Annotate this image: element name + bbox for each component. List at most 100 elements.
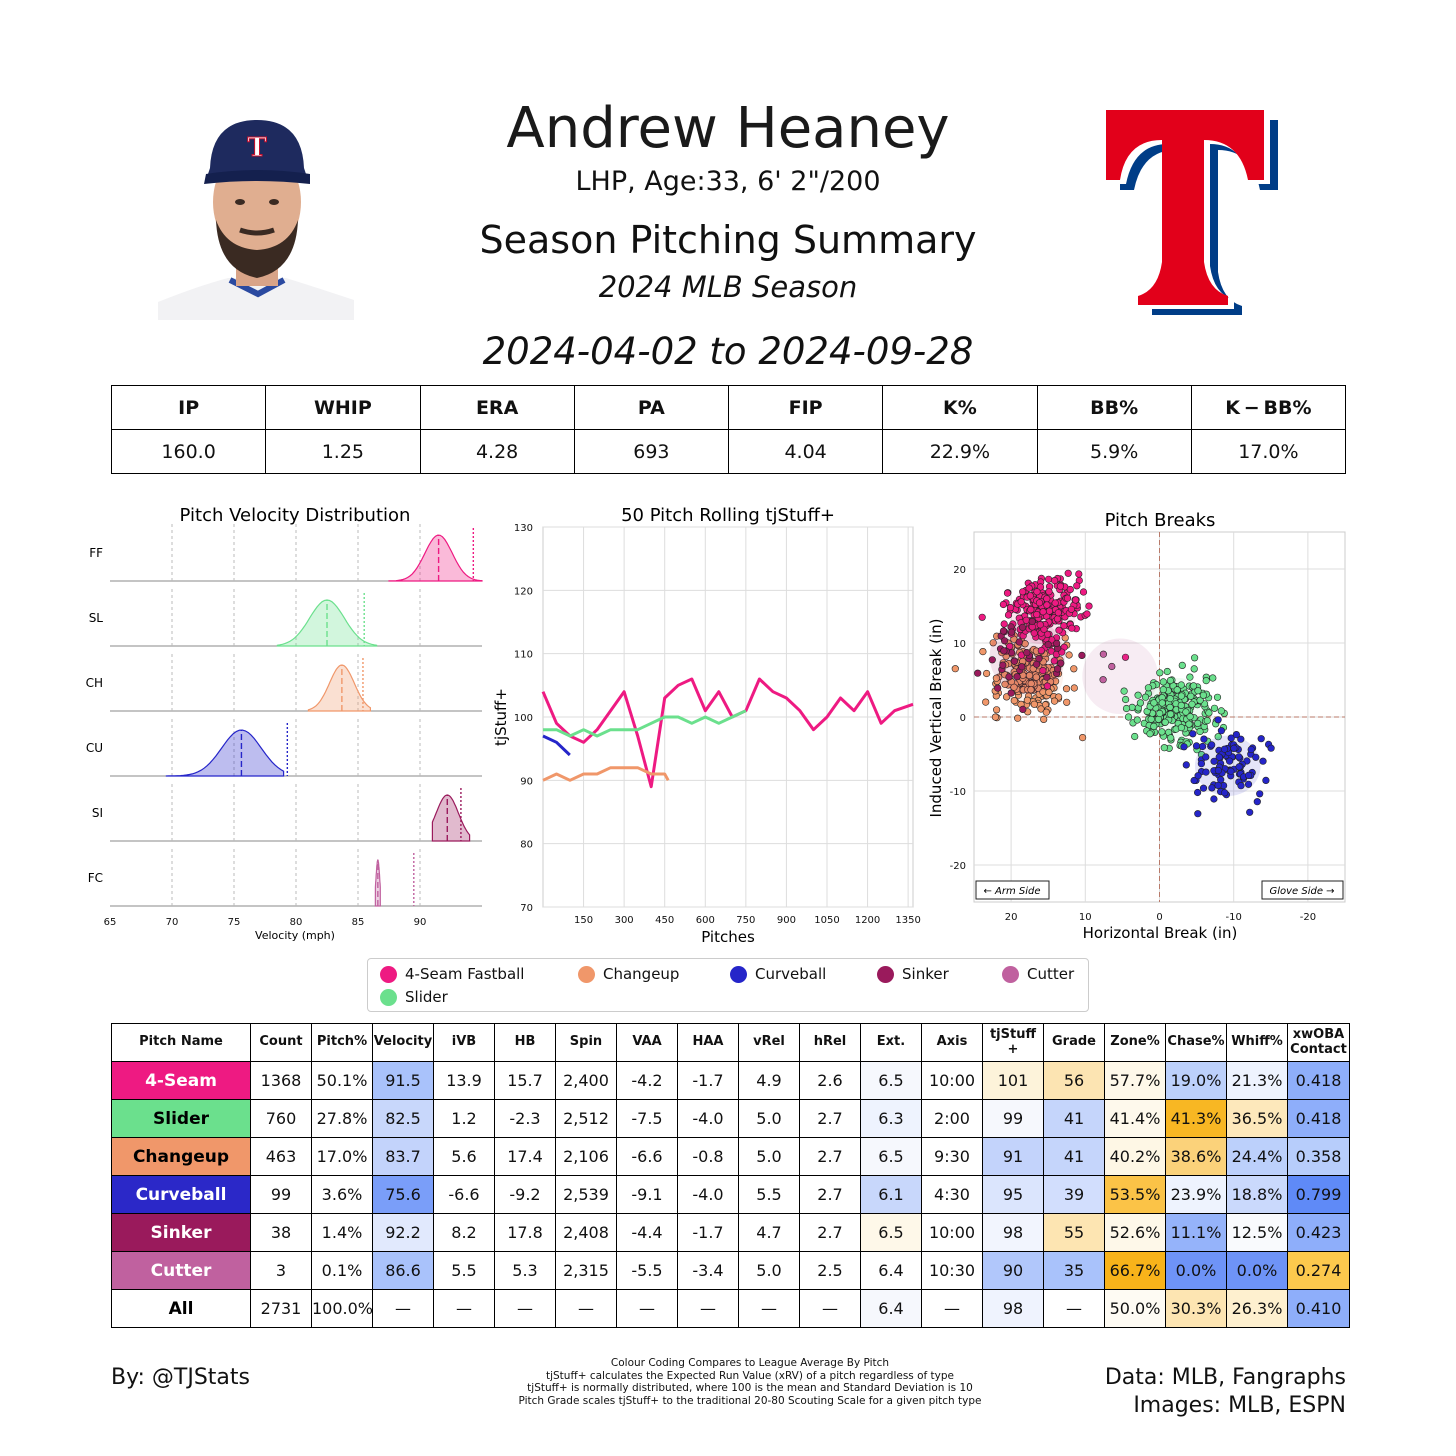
metric-cell: 2.7: [799, 1175, 861, 1214]
break-point: [1150, 722, 1158, 730]
break-point: [1033, 588, 1041, 596]
series-line: [543, 709, 747, 738]
series-line: [542, 766, 670, 782]
pitch-row: Sinker 38 1.4% 92.2 8.2 17.8 2,408 -4.4 -1.7 4.7 2…: [111, 1213, 1350, 1252]
break-point: [1000, 637, 1009, 645]
break-point: [1036, 621, 1044, 629]
break-point: [992, 674, 1000, 682]
break-point: [1244, 780, 1253, 788]
break-point: [1120, 687, 1128, 695]
break-point: [1017, 598, 1025, 606]
break-point: [1185, 720, 1193, 728]
break-point: [1036, 583, 1045, 591]
break-point: [1208, 784, 1216, 792]
metric-cell: 0.418: [1287, 1061, 1350, 1100]
y-tick-label: 70: [520, 903, 533, 914]
metric-cell: 0.0%: [1226, 1251, 1288, 1290]
legend-label: Curveball: [755, 965, 827, 983]
metric-cell: 760: [250, 1099, 312, 1138]
metric-cell: —: [799, 1289, 861, 1328]
break-point: [1027, 686, 1035, 694]
metric-cell: -4.4: [616, 1213, 678, 1252]
metric-cell: 17.4: [494, 1137, 556, 1176]
panel-label: SI: [92, 806, 103, 820]
metric-cell: 2,512: [555, 1099, 617, 1138]
x-tick-label: 300: [615, 915, 634, 926]
metric-cell: 5.0: [738, 1099, 800, 1138]
stat-header: WHIP: [265, 385, 421, 430]
break-point: [1202, 753, 1210, 761]
y-tick-label: -20: [950, 861, 966, 872]
metric-cell: 17.8: [494, 1213, 556, 1252]
break-point: [1018, 623, 1027, 631]
metric-cell: 5.5: [738, 1175, 800, 1214]
break-point: [1013, 673, 1021, 681]
metric-cell: -4.0: [677, 1099, 739, 1138]
legend-marker: [578, 965, 595, 983]
metric-cell: 0.410: [1287, 1289, 1350, 1328]
arm-side-label: ← Arm Side: [983, 886, 1040, 897]
break-point: [1023, 696, 1031, 704]
break-point: [1227, 734, 1235, 742]
break-point: [1141, 693, 1150, 701]
break-point: [1230, 744, 1238, 752]
metric-cell: 13.9: [433, 1061, 495, 1100]
metric-cell: 41: [1043, 1137, 1105, 1176]
footnote-line: Colour Coding Compares to League Average…: [610, 1357, 890, 1369]
break-point: [1122, 695, 1130, 704]
stat-header: IP: [110, 385, 267, 430]
break-point: [1210, 795, 1218, 803]
metric-cell: 5.0: [738, 1137, 800, 1176]
metric-cell: 3: [250, 1251, 312, 1290]
x-tick-label: 1350: [895, 915, 920, 926]
break-point: [1237, 735, 1245, 743]
break-point: [1192, 742, 1201, 750]
break-point: [1108, 662, 1116, 671]
stat-value: 1.25: [265, 429, 421, 474]
column-header: Grade: [1043, 1023, 1105, 1062]
break-point: [1220, 745, 1229, 753]
break-point: [1154, 715, 1163, 723]
break-point: [1190, 682, 1198, 690]
column-header: tjStuff +: [982, 1023, 1044, 1062]
pitch-row: Cutter 3 0.1% 86.6 5.5 5.3 2,315 -5.5 -3.4 5.0 2.5…: [111, 1251, 1350, 1290]
break-point: [1039, 667, 1047, 675]
break-point: [991, 713, 999, 721]
break-point: [1134, 691, 1142, 699]
metric-cell: 21.3%: [1226, 1061, 1288, 1100]
break-point: [979, 648, 987, 656]
break-point: [1124, 713, 1133, 721]
break-point: [1079, 588, 1088, 596]
break-point: [951, 665, 959, 673]
break-point: [1159, 678, 1167, 686]
metric-cell: -1.7: [677, 1061, 739, 1100]
metric-cell: 10:00: [921, 1213, 983, 1252]
metric-cell: 463: [250, 1137, 312, 1176]
metric-cell: -5.5: [616, 1251, 678, 1290]
break-point: [1070, 665, 1078, 673]
footnote-line: tjStuff+ is normally distributed, where …: [527, 1382, 973, 1395]
y-tick-label: 130: [514, 523, 533, 534]
metric-cell: 99: [982, 1099, 1044, 1138]
break-point: [1006, 642, 1014, 650]
break-point: [999, 661, 1007, 669]
break-point: [1199, 691, 1208, 699]
break-point: [1186, 713, 1194, 721]
metric-cell: 1368: [250, 1061, 312, 1100]
break-point: [1042, 708, 1050, 716]
legend-marker: [730, 965, 747, 983]
metric-cell: 2.7: [799, 1099, 861, 1138]
break-point: [994, 684, 1002, 692]
break-point: [1161, 718, 1169, 726]
break-point: [1182, 708, 1190, 716]
break-point: [1232, 731, 1241, 739]
metric-cell: 9:30: [921, 1137, 983, 1176]
column-header: iVB: [433, 1023, 495, 1062]
panel-label: CH: [86, 676, 103, 690]
break-point: [1053, 639, 1061, 647]
metric-cell: 6.5: [860, 1213, 922, 1252]
legend-item: Slider: [380, 988, 448, 1006]
break-point: [1078, 651, 1086, 659]
rolling-chart-xlabel: Pitches: [701, 928, 755, 946]
break-point: [1014, 714, 1022, 722]
